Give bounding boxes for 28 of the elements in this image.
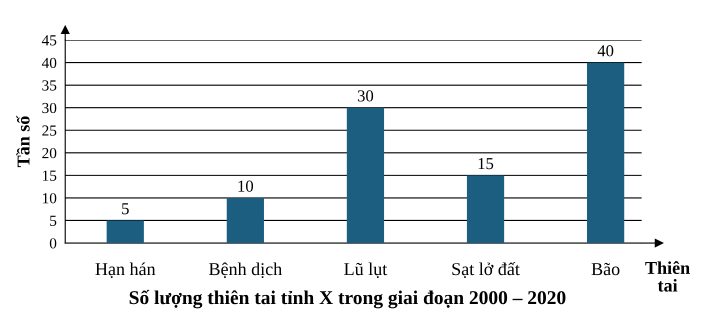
- bar: [226, 198, 264, 244]
- x-tick-label: Sạt lở đất: [452, 262, 520, 278]
- x-tick-label: Lũ lụt: [344, 262, 388, 278]
- x-tick-label: Bão: [592, 262, 620, 276]
- data-label: 15: [478, 158, 494, 170]
- bar: [346, 108, 384, 244]
- text: Số lượng thiên tai tỉnh X trong giai đoạn 2000 – 2020: [130, 290, 566, 308]
- bar: [106, 220, 144, 244]
- x-tick-label: Hạn hán: [95, 262, 156, 278]
- y-tick-label: 5: [50, 216, 56, 226]
- data-label: 40: [598, 45, 614, 56]
- y-tick-label: 40: [42, 58, 56, 68]
- data-label: 30: [358, 90, 374, 102]
- y-tick-label: 15: [42, 170, 56, 181]
- y-tick-label: 0: [50, 238, 56, 248]
- y-tick-label: 30: [42, 102, 56, 114]
- bar: [466, 175, 504, 244]
- y-axis-title: Tần số: [16, 116, 30, 168]
- y-tick-label: 25: [42, 125, 56, 136]
- y-tick-label: 10: [42, 193, 56, 204]
- x-axis-title: Thiên tai: [645, 261, 690, 292]
- y-tick-label: 45: [42, 35, 56, 46]
- y-tick-label: 35: [42, 80, 56, 91]
- bar: [587, 62, 624, 244]
- data-label: 10: [238, 180, 254, 192]
- x-tick-label: Bệnh dịch: [209, 262, 282, 278]
- y-tick-label: 20: [42, 148, 56, 158]
- data-label: 5: [122, 203, 129, 214]
